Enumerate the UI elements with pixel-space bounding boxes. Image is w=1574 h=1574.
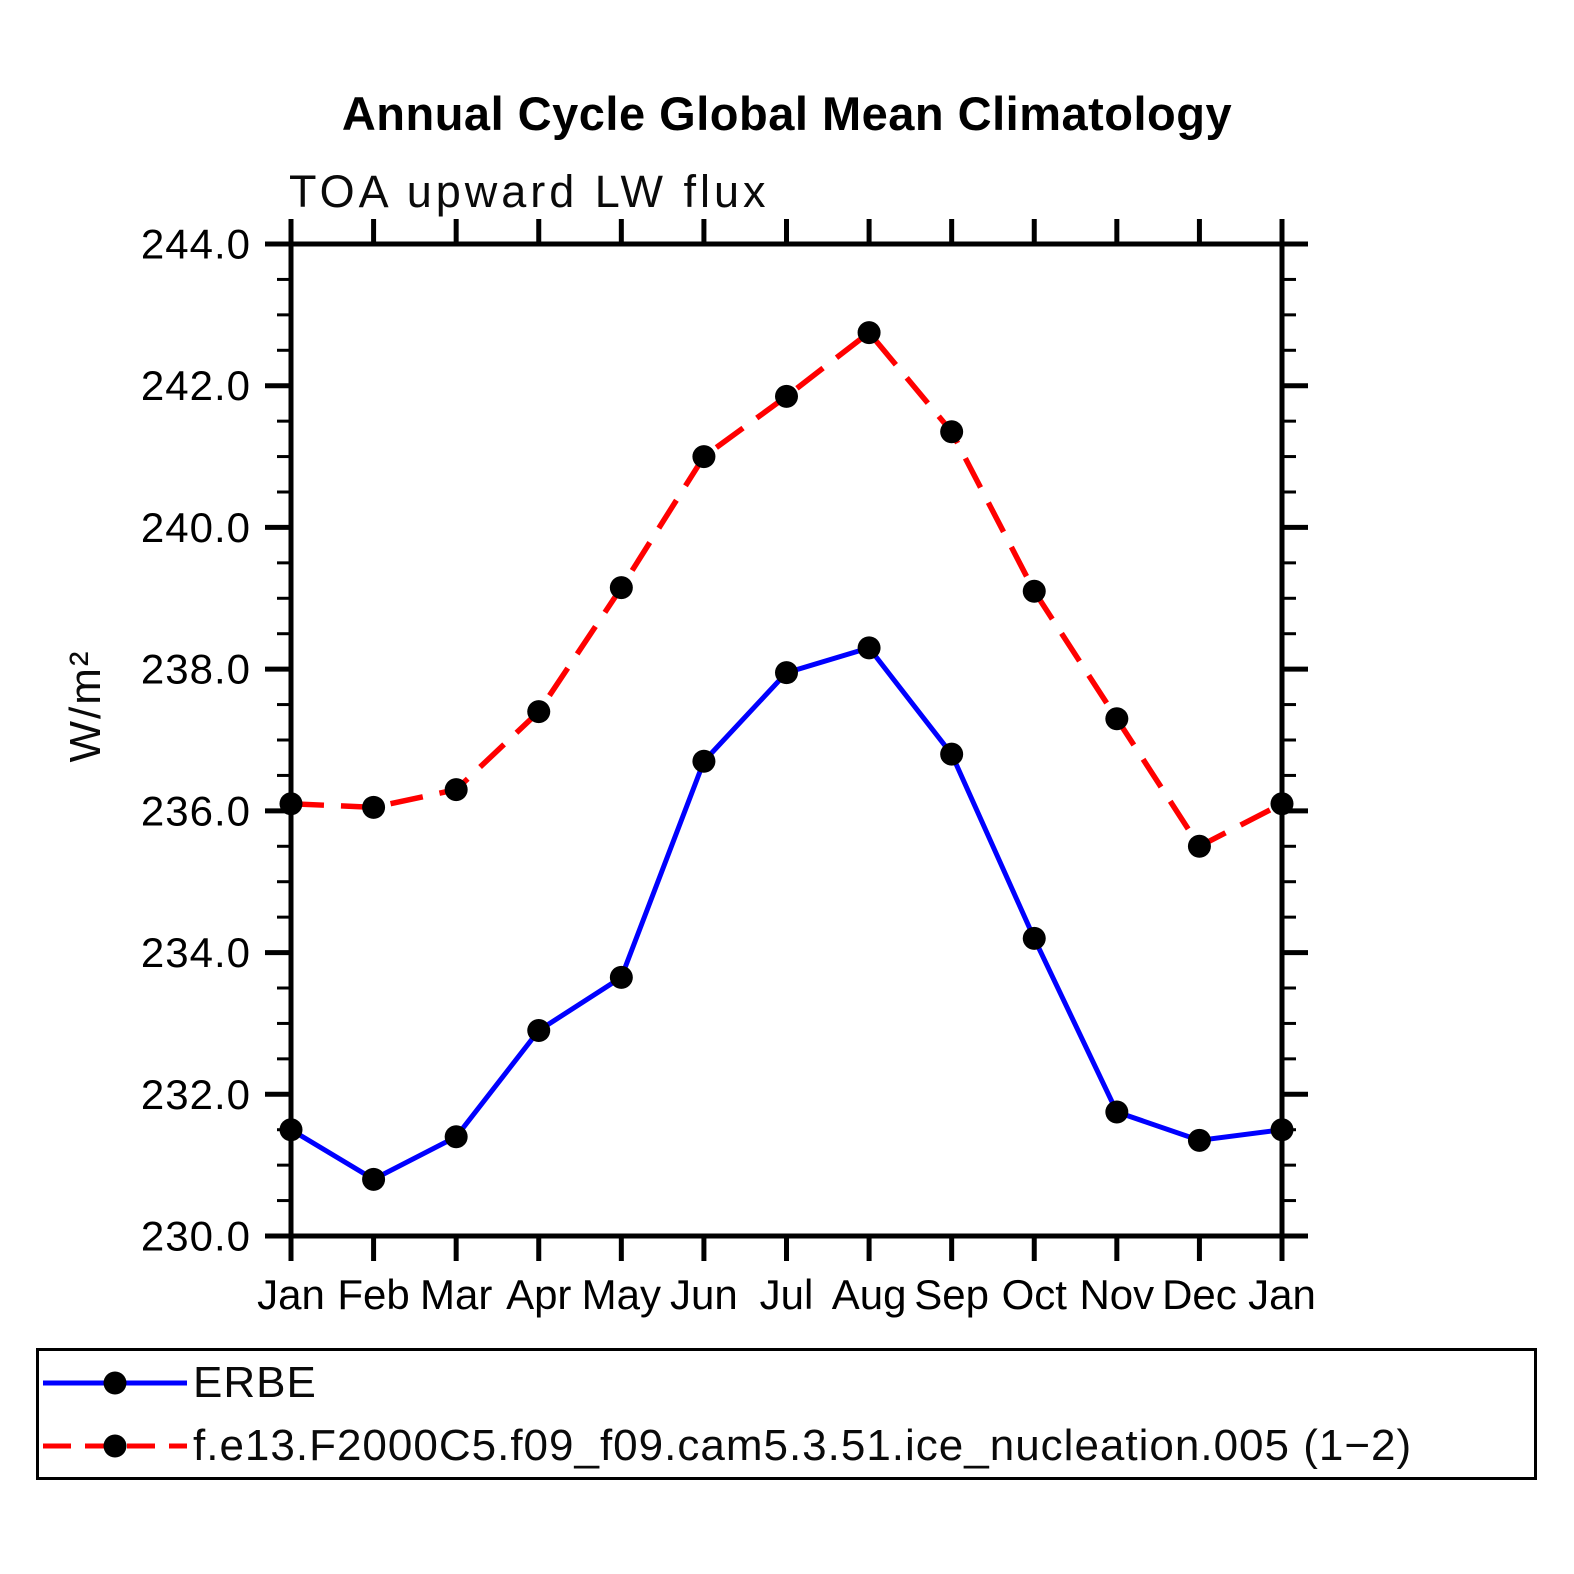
x-tick-label: Mar [420, 1271, 492, 1318]
data-point-0 [279, 1118, 303, 1142]
y-tick-label: 236.0 [141, 787, 251, 834]
legend-item-erbe: ERBE [39, 1353, 1534, 1413]
legend-sample-model [43, 1434, 187, 1457]
chart-subtitle: TOA upward LW flux [289, 166, 770, 217]
data-point-1 [527, 700, 551, 724]
x-tick-label: May [582, 1271, 661, 1318]
legend-label-model: f.e13.F2000C5.f09_f09.cam5.3.51.ice_nucl… [193, 1420, 1413, 1470]
data-point-1 [609, 576, 633, 600]
x-tick-label: Apr [506, 1271, 571, 1318]
data-point-0 [609, 965, 633, 989]
data-point-0 [362, 1167, 386, 1191]
data-point-0 [1105, 1100, 1129, 1124]
x-tick-label: Jan [257, 1271, 325, 1318]
series-line-0 [289, 644, 1283, 1183]
data-point-1 [940, 420, 964, 444]
data-point-0 [940, 742, 964, 766]
x-tick-label: Sep [914, 1271, 989, 1318]
legend-label-erbe: ERBE [193, 1357, 317, 1407]
y-tick-label: 244.0 [141, 221, 251, 268]
y-tick-label: 232.0 [141, 1071, 251, 1118]
data-point-0 [692, 749, 716, 773]
data-point-1 [1187, 834, 1211, 858]
y-tick-label: 234.0 [141, 929, 251, 976]
x-tick-label: Jun [670, 1271, 738, 1318]
series-line-1 [290, 328, 1284, 850]
data-point-1 [775, 384, 798, 408]
chart-title: Annual Cycle Global Mean Climatology [341, 87, 1233, 140]
x-tick-label: Aug [832, 1271, 907, 1318]
legend-sample-erbe [43, 1371, 187, 1394]
data-point-1 [1022, 579, 1046, 603]
y-tick-label: 230.0 [141, 1213, 251, 1260]
x-tick-label: Dec [1162, 1271, 1237, 1318]
x-tick-label: Oct [1002, 1271, 1068, 1318]
data-point-0 [1187, 1128, 1211, 1152]
data-point-1 [1105, 707, 1129, 731]
data-point-0 [857, 636, 881, 660]
data-point-0 [444, 1125, 468, 1149]
data-point-1 [444, 778, 468, 802]
data-point-1 [1270, 792, 1294, 816]
data-point-1 [362, 795, 386, 819]
data-point-0 [1022, 926, 1046, 950]
data-point-0 [1270, 1118, 1294, 1142]
data-point-1 [857, 321, 881, 345]
y-tick-label: 240.0 [141, 504, 251, 551]
data-point-1 [279, 792, 303, 816]
legend-sample-marker-0 [103, 1371, 127, 1394]
data-point-0 [527, 1019, 551, 1043]
x-tick-label: Nov [1079, 1271, 1154, 1318]
data-point-0 [775, 661, 798, 685]
x-tick-label: Jul [760, 1271, 814, 1318]
y-tick-label: 242.0 [141, 362, 251, 409]
x-tick-label: Feb [337, 1271, 409, 1318]
legend-box: ERBE f.e13.F2000C5.f09_f09.cam5.3.51.ice… [36, 1348, 1537, 1480]
y-tick-label: 238.0 [141, 646, 251, 693]
data-point-1 [692, 445, 716, 469]
legend-item-model: f.e13.F2000C5.f09_f09.cam5.3.51.ice_nucl… [39, 1416, 1534, 1476]
x-tick-label: Jan [1248, 1271, 1316, 1318]
legend-sample-marker-1 [103, 1434, 127, 1457]
